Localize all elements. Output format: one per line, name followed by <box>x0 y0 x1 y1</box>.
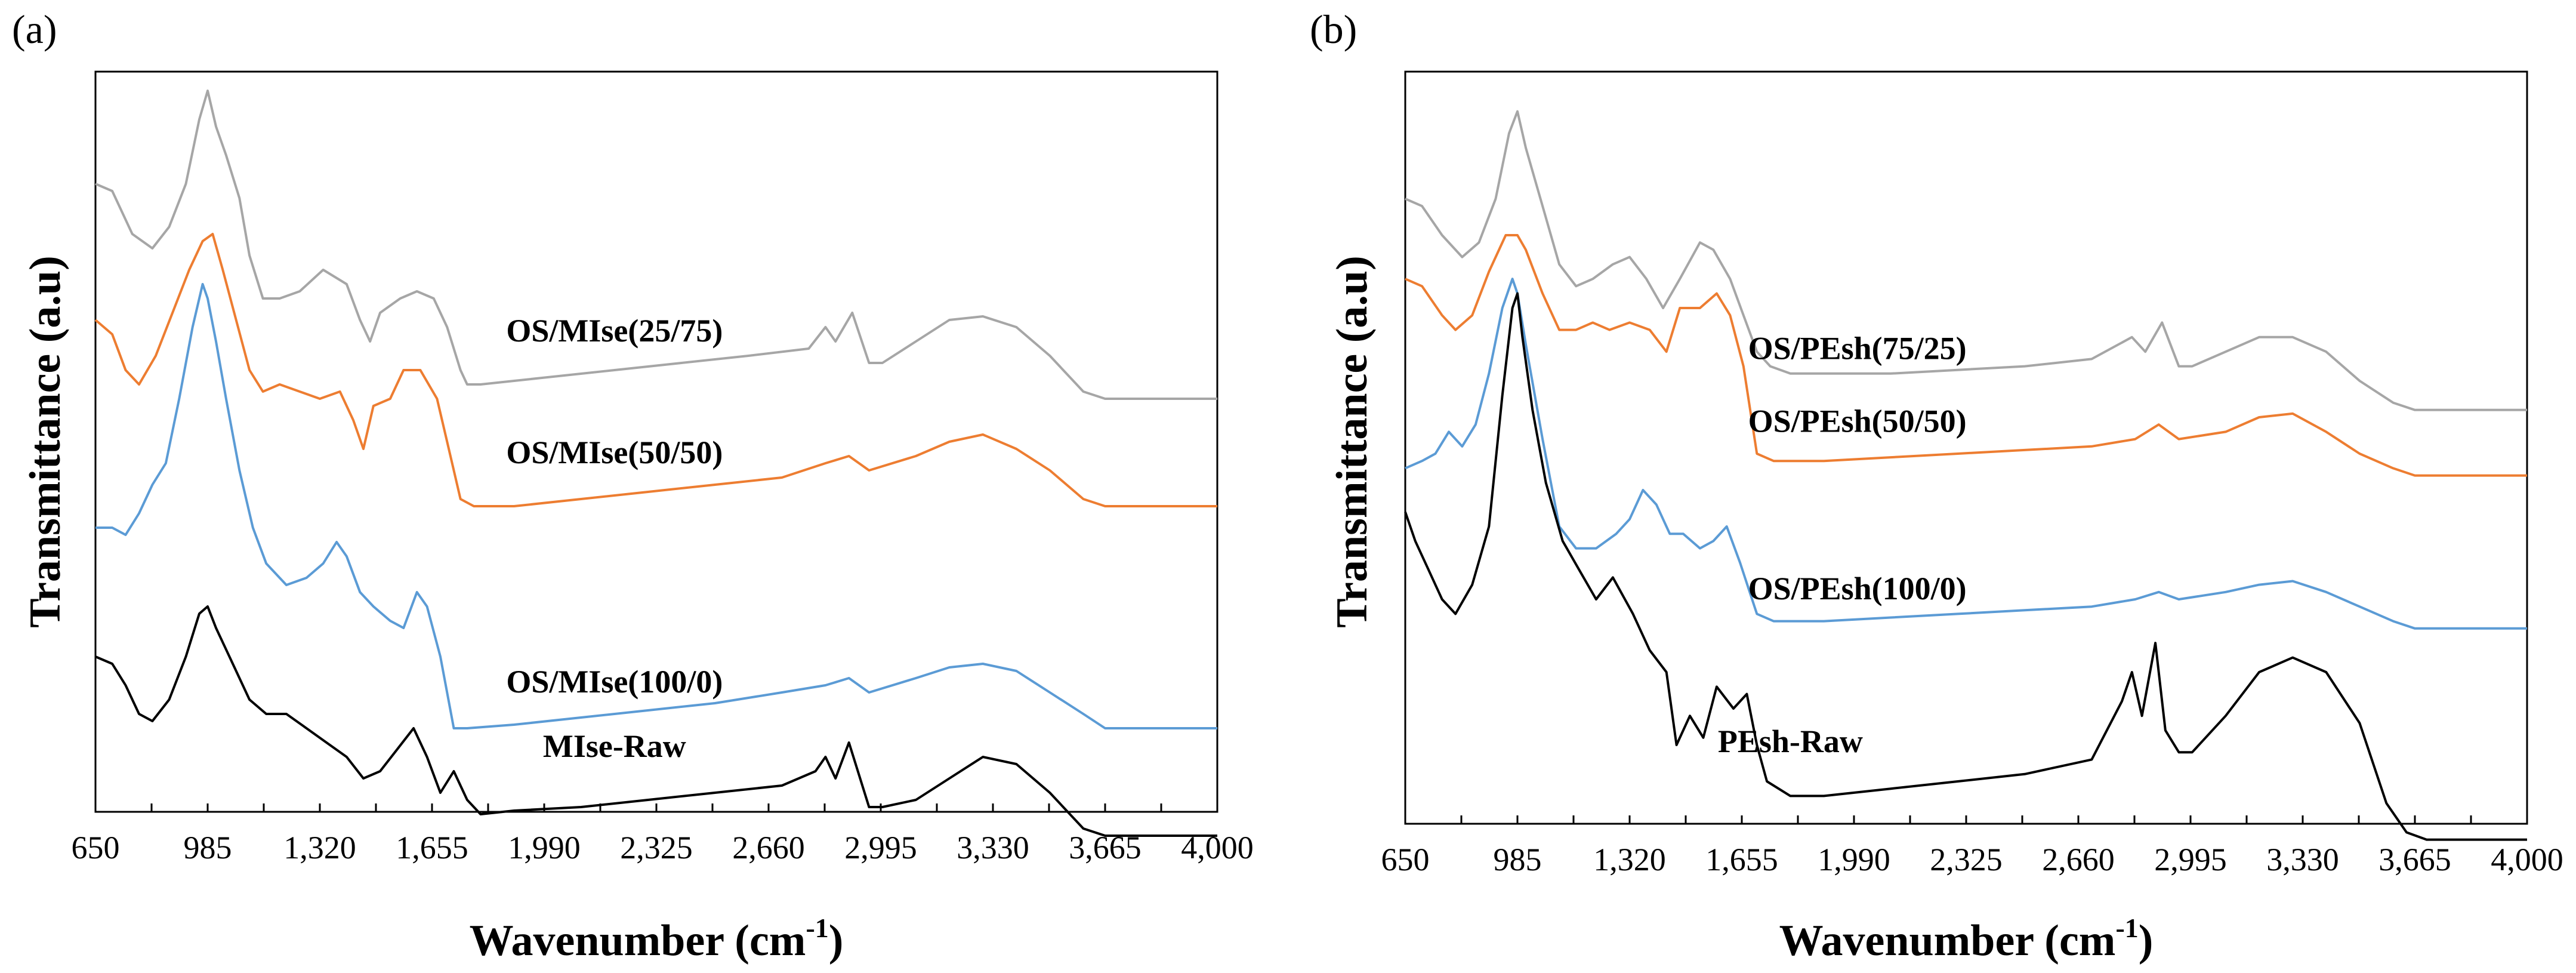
panel-b-x-ticks <box>1404 815 2528 824</box>
series-line-os-pesh-75-25 <box>1405 110 2527 411</box>
x-tick-label: 2,660 <box>732 830 805 866</box>
x-tick-label: 2,660 <box>2042 842 2115 877</box>
x-tick-label: 2,995 <box>2154 842 2227 877</box>
series-line-os-pesh-100-0 <box>1405 278 2527 630</box>
panel-a-x-ticks <box>94 803 1218 812</box>
panel-b-plot-frame <box>1404 70 2528 825</box>
x-tick-label: 2,325 <box>620 830 693 866</box>
series-line-mise-raw <box>95 605 1217 837</box>
x-tick-label: 2,325 <box>1930 842 2003 877</box>
x-tick-label: 1,990 <box>508 830 581 866</box>
series-label-os-pesh-50-50: OS/PEsh(50/50) <box>1748 403 1967 439</box>
panel-a-curves <box>94 90 1217 837</box>
x-tick-label: 3,665 <box>1069 830 1142 866</box>
x-tick-label: 650 <box>72 830 120 866</box>
panel-a-series-labels: OS/MIse(25/75) OS/MIse(50/50) OS/MIse(100/… <box>506 313 723 764</box>
panel-a-label: (a) <box>12 7 57 52</box>
panel-b-x-tick-labels: 650 985 1,320 1,655 1,990 2,325 2,660 2,995 3,33… <box>1381 842 2563 877</box>
series-line-os-mise-100-0 <box>95 283 1217 729</box>
panel-a-x-tick-labels: 650 985 1,320 1,655 1,990 2,325 2,660 2,995 3,33… <box>72 830 1254 866</box>
x-tick-label: 985 <box>1494 842 1542 877</box>
x-tick-label: 1,320 <box>283 830 356 866</box>
x-tick-label: 1,990 <box>1818 842 1890 877</box>
x-tick-label: 1,320 <box>1593 842 1666 877</box>
x-tick-label: 4,000 <box>1181 830 1254 866</box>
series-label-mise-raw: MIse-Raw <box>543 728 686 764</box>
panel-b: (b) 650 985 1,320 1,655 1,990 2,325 2,660 2,995… <box>1310 7 2563 965</box>
x-tick-label: 3,330 <box>957 830 1029 866</box>
series-label-os-pesh-75-25: OS/PEsh(75/25) <box>1748 330 1967 366</box>
x-tick-label: 3,330 <box>2266 842 2339 877</box>
series-line-pesh-raw <box>1404 292 2527 841</box>
x-tick-label: 2,995 <box>844 830 917 866</box>
panel-a-y-axis-title: Transmittance (a.u) <box>21 255 70 627</box>
x-tick-label: 1,655 <box>1705 842 1778 877</box>
panel-a-x-axis-title: Wavenumber (cm-1) <box>470 913 844 965</box>
series-line-os-mise-50-50 <box>94 233 1217 507</box>
series-label-pesh-raw: PEsh-Raw <box>1718 723 1863 759</box>
series-line-os-pesh-50-50 <box>1405 234 2527 477</box>
x-tick-label: 4,000 <box>2491 842 2563 877</box>
x-tick-label: 985 <box>184 830 232 866</box>
panel-b-label: (b) <box>1310 7 1357 52</box>
series-line-os-mise-25-75 <box>95 90 1217 400</box>
x-tick-label: 1,655 <box>396 830 468 866</box>
series-label-os-pesh-100-0: OS/PEsh(100/0) <box>1748 571 1967 606</box>
x-tick-label: 3,665 <box>2378 842 2451 877</box>
panel-b-curves <box>1404 110 2527 841</box>
series-label-os-mise-50-50: OS/MIse(50/50) <box>506 435 723 470</box>
panel-b-x-axis-title: Wavenumber (cm-1) <box>1779 913 2154 965</box>
panel-a: (a) 650 985 1,320 1,655 1,990 2,325 2,660 2,995… <box>12 7 1254 965</box>
series-label-os-mise-100-0: OS/MIse(100/0) <box>506 664 723 700</box>
x-tick-label: 650 <box>1381 842 1430 877</box>
panel-b-series-labels: OS/PEsh(75/25) OS/PEsh(50/50) OS/PEsh(100/… <box>1718 330 1967 759</box>
panel-b-y-axis-title: Transmittance (a.u) <box>1328 255 1377 627</box>
series-label-os-mise-25-75: OS/MIse(25/75) <box>506 313 723 349</box>
